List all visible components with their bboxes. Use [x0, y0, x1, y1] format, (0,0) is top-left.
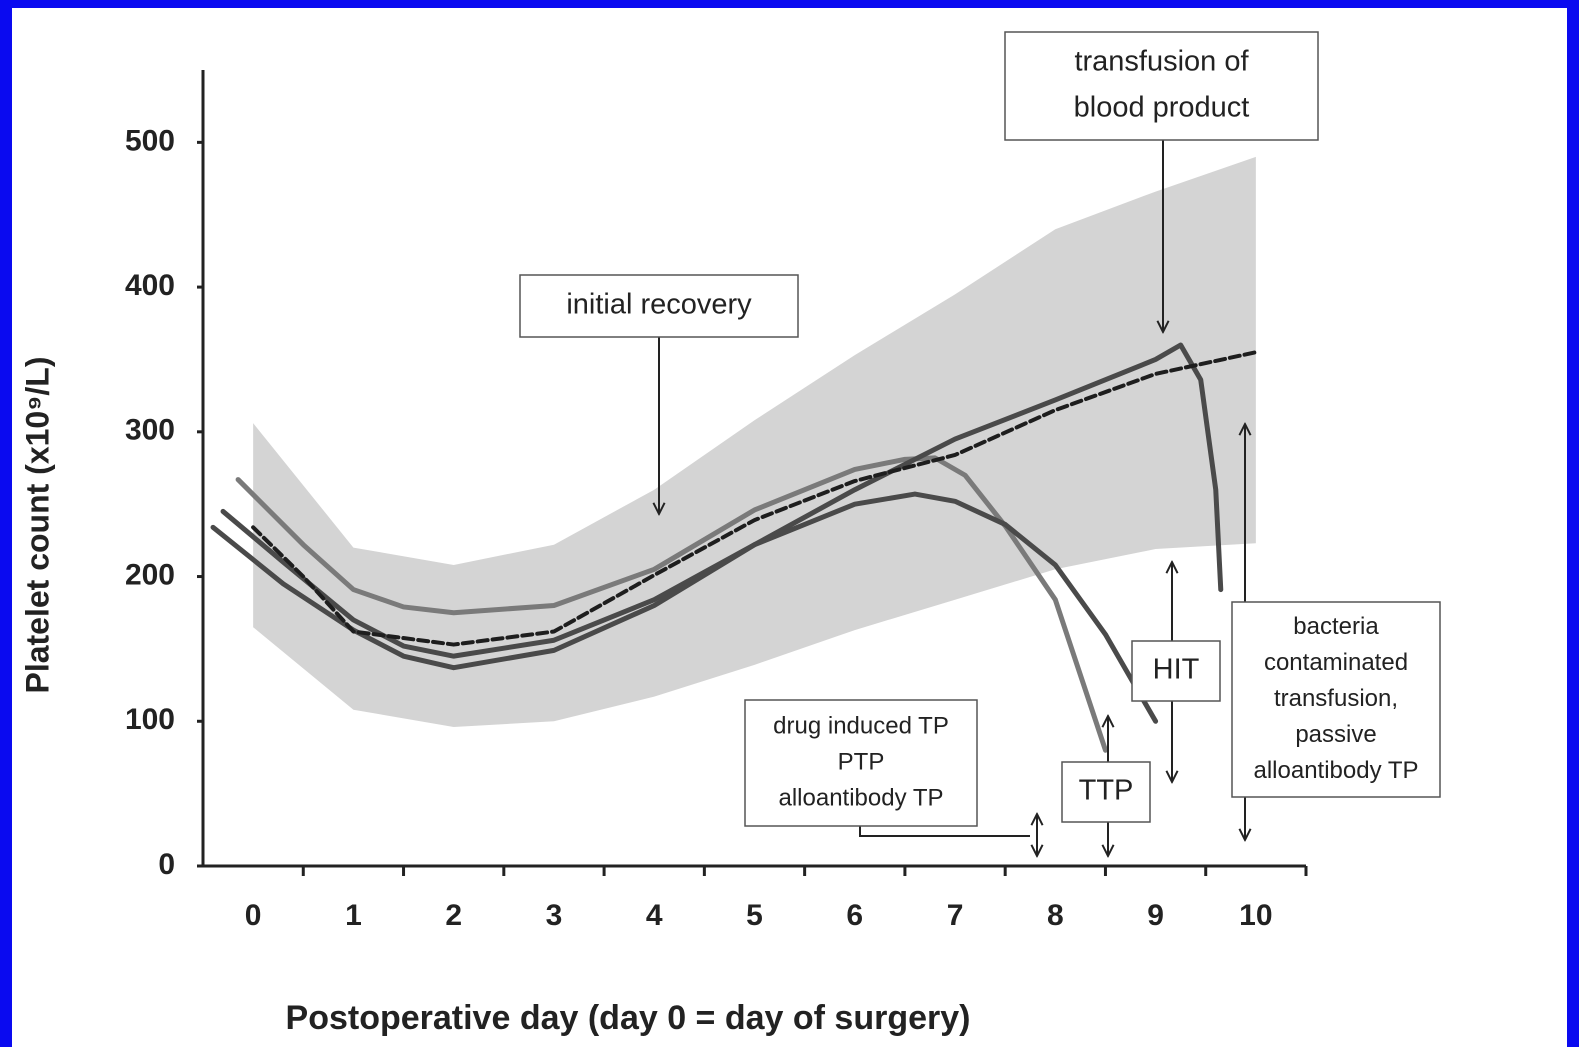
y-tick-label: 200	[125, 558, 175, 591]
annotation-text: HIT	[1153, 654, 1200, 686]
annotation-text: passive	[1295, 721, 1376, 748]
annotation-text: PTP	[838, 748, 885, 775]
x-tick-label: 1	[345, 899, 362, 932]
patient-curve	[235, 455, 1108, 753]
y-axis-label: Platelet count (x10⁹/L)	[19, 356, 55, 693]
x-tick-label: 9	[1147, 899, 1164, 932]
annotation-box	[519, 274, 799, 338]
y-tick-label: 400	[125, 269, 175, 302]
x-axis-label: Postoperative day (day 0 = day of surger…	[286, 999, 971, 1037]
annotation-text: contaminated	[1264, 649, 1408, 676]
y-tick-label: 100	[125, 703, 175, 736]
annotation-text: transfusion of	[1074, 46, 1249, 78]
y-tick-label: 300	[125, 414, 175, 447]
mean-line	[251, 350, 1258, 647]
x-tick-label: 2	[445, 899, 462, 932]
x-tick-label: 7	[947, 899, 964, 932]
x-tick-label: 3	[546, 899, 563, 932]
y-tick-label: 500	[125, 124, 175, 157]
annotation-text: transfusion,	[1274, 685, 1398, 712]
x-tick-label: 4	[646, 899, 663, 932]
reference-band	[253, 156, 1256, 728]
x-tick-label: 10	[1239, 899, 1272, 932]
annotation-text: alloantibody TP	[779, 784, 944, 811]
y-tick-label: 0	[158, 848, 175, 881]
x-tick-label: 8	[1047, 899, 1064, 932]
x-tick-label: 0	[245, 899, 262, 932]
annotation-box	[744, 699, 978, 827]
annotation-box	[1004, 31, 1319, 141]
annotation-box	[1231, 601, 1441, 798]
annotation-box	[1061, 761, 1151, 823]
annotation-text: TTP	[1079, 775, 1134, 807]
x-tick-label: 5	[746, 899, 763, 932]
annotation-text: alloantibody TP	[1254, 757, 1419, 784]
annotation-text: drug induced TP	[773, 712, 949, 739]
x-tick-label: 6	[846, 899, 863, 932]
annotation-text: blood product	[1074, 92, 1250, 124]
annotation-text: bacteria	[1293, 613, 1379, 640]
annotation-box	[1131, 640, 1221, 702]
patient-curve	[210, 342, 1224, 671]
annotation-text: initial recovery	[566, 289, 752, 321]
